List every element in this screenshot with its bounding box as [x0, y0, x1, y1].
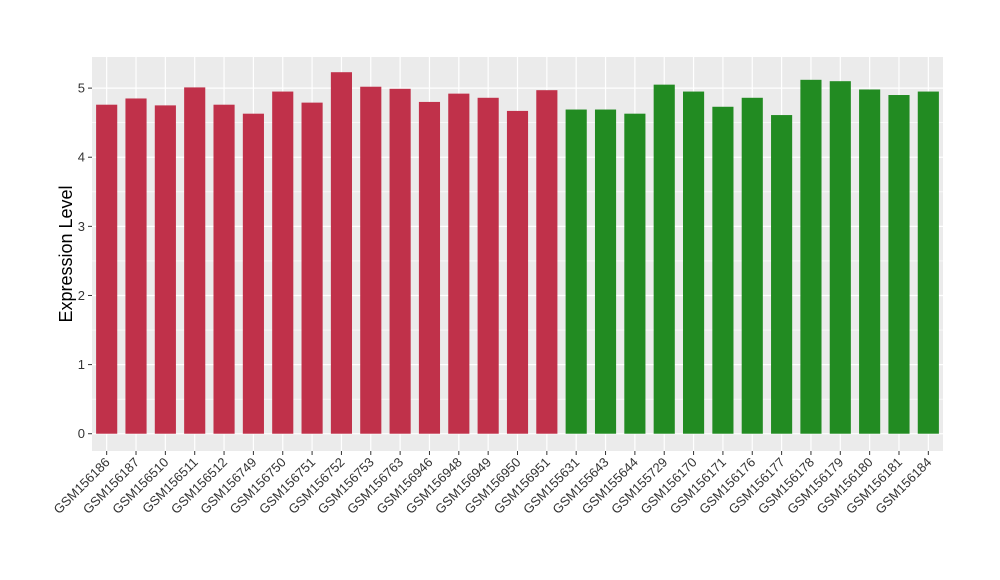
y-tick-label: 2 — [78, 288, 85, 303]
bar-GSM156751 — [301, 102, 323, 434]
bar-GSM155631 — [565, 109, 587, 434]
bar-GSM156951 — [536, 90, 558, 434]
bar-GSM156512 — [213, 104, 235, 434]
x-axis-ticks: GSM156186GSM156187GSM156510GSM156511GSM1… — [51, 451, 934, 517]
y-tick-label: 1 — [78, 357, 85, 372]
bar-GSM156187 — [125, 98, 147, 434]
bar-GSM156171 — [712, 106, 734, 434]
y-tick-label: 4 — [78, 150, 85, 165]
y-tick-label: 0 — [78, 426, 85, 441]
bars — [96, 72, 939, 434]
bar-GSM156170 — [683, 91, 705, 434]
bar-GSM156176 — [741, 97, 763, 434]
bar-GSM156949 — [477, 97, 499, 434]
bar-GSM156511 — [184, 87, 206, 434]
y-axis-title: Expression Level — [56, 185, 76, 322]
bar-GSM156763 — [389, 88, 411, 434]
y-tick-label: 3 — [78, 219, 85, 234]
bar-GSM156750 — [272, 91, 294, 434]
bar-GSM156181 — [888, 95, 910, 434]
bar-GSM156950 — [506, 110, 529, 434]
bar-GSM156752 — [330, 72, 352, 434]
bar-GSM156186 — [96, 104, 118, 434]
bar-GSM156178 — [800, 79, 822, 434]
y-tick-label: 5 — [78, 81, 85, 96]
bar-GSM156180 — [859, 89, 881, 434]
y-axis-ticks: 0 1 2 3 4 5 — [78, 81, 92, 441]
bar-GSM155644 — [624, 113, 646, 434]
bar-GSM156510 — [154, 105, 176, 434]
bar-GSM156749 — [242, 113, 264, 434]
bar-GSM156179 — [829, 81, 851, 434]
bar-GSM156184 — [917, 91, 939, 434]
bar-GSM155729 — [653, 84, 675, 434]
bar-GSM156753 — [360, 86, 382, 434]
bar-GSM156946 — [418, 101, 441, 434]
bar-GSM156948 — [448, 93, 470, 434]
bar-GSM155643 — [594, 109, 617, 434]
bar-GSM156177 — [771, 115, 793, 434]
